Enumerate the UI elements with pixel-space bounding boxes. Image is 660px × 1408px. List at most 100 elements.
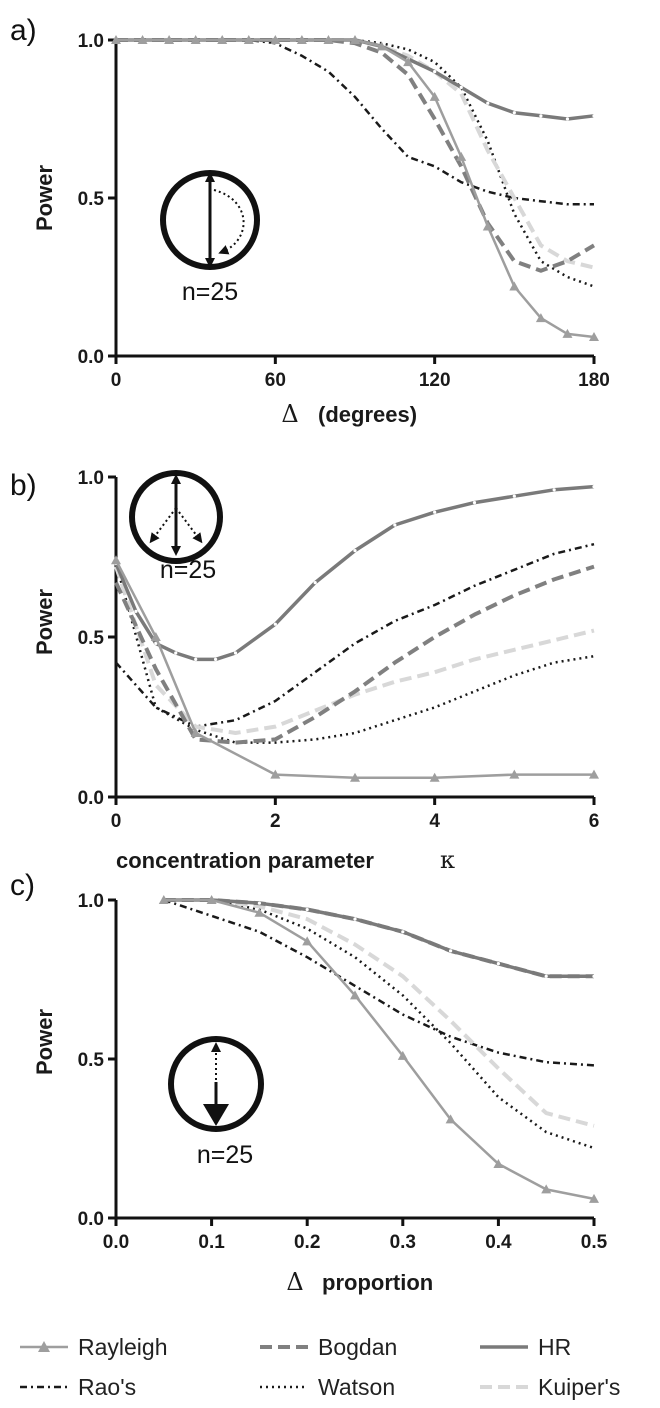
data-point-hr: [273, 622, 277, 626]
y-tick-label: 0.0: [78, 788, 104, 809]
data-point-hr: [433, 70, 437, 74]
x-tick-label: 0: [111, 370, 122, 391]
panel-c-inset-label: n=25: [197, 1141, 253, 1169]
inset-rotation-arrow: [213, 189, 245, 255]
panel-b-xlabel: concentration parameter κ: [116, 846, 455, 874]
panel-a-inset-label: n=25: [182, 278, 238, 306]
data-point-rayleigh: [589, 332, 599, 342]
data-point-hr: [552, 488, 556, 492]
x-tick-label: 6: [589, 811, 600, 832]
data-point-rayleigh: [254, 907, 265, 917]
data-point-hr: [194, 657, 198, 662]
data-point-rayleigh: [206, 895, 217, 904]
x-tick-label: 0.4: [485, 1232, 512, 1253]
x-tick-label: 180: [578, 370, 610, 391]
series-line-bogdan: [116, 38, 596, 273]
data-point-hr: [539, 114, 543, 118]
data-point-hr: [449, 949, 453, 953]
panel-b-label: b): [10, 469, 37, 502]
series-line-watson: [116, 38, 595, 288]
panel-b-inset-diagram: n=25: [129, 470, 223, 584]
panel-a-inset-diagram: n=25: [160, 170, 260, 306]
data-point-hr: [154, 641, 158, 646]
y-tick-label: 1.0: [78, 468, 104, 489]
legend-item-rao: Rao's: [20, 1374, 136, 1400]
panel-b-xlabel-symbol: κ: [440, 846, 455, 874]
data-point-rayleigh: [589, 1193, 599, 1203]
panel-b-xlabel-text: concentration parameter: [116, 848, 374, 873]
panel-c-xlabel-symbol: Δ: [286, 1268, 303, 1296]
inset-circle: [168, 1036, 264, 1132]
panel-c-xlabel: Δ proportion: [286, 1268, 433, 1296]
x-tick-label: 60: [265, 370, 286, 391]
data-point-rayleigh: [541, 1184, 552, 1194]
x-tick-label: 0.2: [294, 1232, 320, 1253]
data-point-rayleigh: [403, 57, 414, 67]
data-point-rayleigh: [164, 35, 175, 44]
data-point-rayleigh: [429, 772, 440, 782]
data-point-rayleigh: [111, 35, 121, 44]
data-point-rayleigh: [190, 728, 201, 737]
data-point-hr: [401, 930, 405, 934]
x-tick-label: 0.1: [198, 1232, 225, 1253]
legend-item-kuiper: Kuiper's: [480, 1374, 620, 1400]
panel-b-inset-label: n=25: [160, 556, 216, 584]
panel-b-ylabel: Power: [32, 589, 57, 655]
data-point-rayleigh: [397, 1050, 408, 1060]
panel-a-xlabel: Δ (degrees): [281, 400, 417, 428]
legend: Rayleigh Bogdan HR Rao's Watson Kuiper's: [20, 1334, 620, 1400]
data-point-hr: [459, 85, 463, 89]
panel-a-xlabel-text: (degrees): [318, 402, 417, 427]
legend-item-watson: Watson: [260, 1374, 395, 1400]
data-point-hr: [134, 609, 138, 614]
legend-label-rao: Rao's: [78, 1374, 136, 1400]
y-tick-label: 0.5: [78, 1050, 105, 1071]
x-tick-label: 4: [429, 811, 440, 832]
series-line-hr: [163, 898, 594, 979]
data-point-hr: [257, 901, 261, 905]
panel-a-xlabel-symbol: Δ: [281, 400, 298, 428]
data-point-hr: [592, 974, 596, 978]
series-line-kuiper: [163, 898, 595, 1128]
panel-a: a) 0.00.51.00 60 120 180 Power Δ (degrees) …: [10, 14, 610, 428]
data-point-hr: [313, 581, 317, 585]
data-point-hr: [512, 111, 516, 115]
x-tick-label: 0.3: [390, 1232, 416, 1253]
data-point-hr: [433, 510, 437, 514]
data-point-rayleigh: [350, 990, 360, 1000]
y-tick-label: 0.0: [78, 1209, 104, 1230]
legend-label-rayleigh: Rayleigh: [78, 1334, 168, 1360]
panel-b-series: [111, 484, 599, 782]
data-point-hr: [512, 494, 516, 498]
data-point-hr: [353, 917, 357, 921]
panel-c-ylabel: Power: [32, 1009, 57, 1075]
series-line-hr: [116, 38, 595, 121]
legend-label-kuiper: Kuiper's: [538, 1374, 620, 1400]
legend-label-bogdan: Bogdan: [318, 1334, 397, 1360]
data-point-rayleigh: [350, 772, 360, 782]
data-point-hr: [592, 114, 596, 118]
data-point-rayleigh: [296, 35, 307, 44]
data-point-hr: [213, 657, 218, 662]
data-point-rayleigh: [509, 281, 520, 291]
data-point-rayleigh: [429, 91, 440, 101]
legend-item-hr: HR: [480, 1334, 571, 1360]
data-point-rayleigh: [270, 35, 281, 44]
legend-label-watson: Watson: [318, 1374, 395, 1400]
series-line-bogdan: [163, 898, 594, 979]
data-point-rayleigh: [376, 41, 387, 51]
data-point-rayleigh: [509, 769, 520, 779]
data-point-hr: [565, 117, 570, 121]
data-point-rayleigh: [137, 35, 148, 44]
data-point-rayleigh: [445, 1114, 456, 1124]
data-point-rayleigh: [111, 555, 121, 565]
panel-a-series: [111, 35, 599, 342]
panel-c-xlabel-text: proportion: [322, 1270, 433, 1295]
panel-c-series: [158, 895, 599, 1203]
y-tick-label: 1.0: [78, 891, 104, 912]
legend-item-bogdan: Bogdan: [260, 1334, 397, 1360]
series-line-kuiper: [116, 38, 595, 270]
x-tick-label: 2: [270, 811, 281, 832]
panel-a-ylabel: Power: [32, 165, 57, 231]
